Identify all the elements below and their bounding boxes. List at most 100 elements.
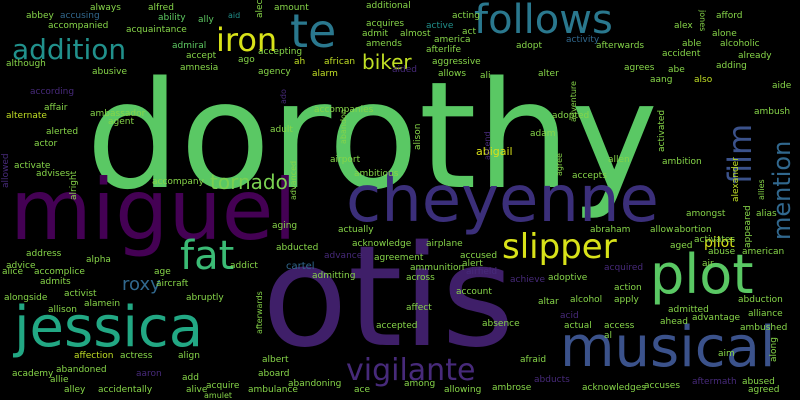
word-allowed: allowed <box>1 153 11 188</box>
word-ah: ah <box>294 57 306 67</box>
word-amnesia: amnesia <box>180 63 219 73</box>
word-acquired: acquired <box>604 263 644 273</box>
word-afterlife: afterlife <box>426 45 461 55</box>
word-afterwards: afterwards <box>596 41 645 51</box>
word-affection: affection <box>74 351 114 361</box>
word-plot: plot <box>650 243 754 306</box>
word-air: air <box>702 259 714 269</box>
word-accepted: accepted <box>376 321 418 331</box>
word-age: age <box>154 267 171 277</box>
word-abusive: abusive <box>92 67 127 77</box>
word-actual: actual <box>564 321 592 331</box>
word-aang: aang <box>650 75 673 85</box>
word-alright: alright <box>69 170 79 200</box>
word-american: american <box>742 247 785 257</box>
word-accusing: accusing <box>60 11 100 21</box>
word-roxy: roxy <box>122 274 161 295</box>
word-activated: activated <box>657 109 667 152</box>
word-jones: jones <box>698 10 707 32</box>
word-alamein: alamein <box>84 299 121 309</box>
word-aggressive: aggressive <box>432 57 481 67</box>
word-advises: advises <box>36 169 70 179</box>
word-address: address <box>26 249 62 259</box>
word-ado: ado <box>279 89 288 104</box>
word-act: act <box>462 27 476 37</box>
word-ascend: ascend <box>483 131 492 160</box>
word-alfred: alfred <box>148 3 174 13</box>
word-accepting: accepting <box>258 47 303 57</box>
word-acid: acid <box>560 311 579 321</box>
word-ambush: ambush <box>754 107 791 117</box>
word-alongside: alongside <box>4 293 48 303</box>
word-apply: apply <box>614 295 639 305</box>
word-agree: agree <box>555 153 564 176</box>
word-abruptly: abruptly <box>186 293 224 303</box>
word-ambushed: ambushed <box>740 323 788 333</box>
word-allen: allen <box>608 155 630 165</box>
word-affair: affair <box>44 103 68 113</box>
word-among: among <box>404 379 436 389</box>
word-america: america <box>434 35 471 45</box>
word-aided: aided <box>392 65 417 75</box>
word-add: add <box>182 373 199 383</box>
word-agrees: agrees <box>624 63 655 73</box>
word-altar: altar <box>538 297 559 307</box>
word-accompanies: accompanies <box>314 105 374 115</box>
word-abducts: abducts <box>534 375 570 385</box>
word-admit: admit <box>362 29 389 39</box>
word-accused: accused <box>460 251 498 261</box>
word-also: also <box>694 75 713 85</box>
word-allows: allows <box>438 69 467 79</box>
word-align: align <box>178 351 200 361</box>
word-activist: activist <box>64 289 97 299</box>
word-ambassador: ambassador <box>90 109 146 119</box>
word-achieve: achieve <box>510 275 546 285</box>
word-along: along <box>769 337 779 362</box>
word-accept: accept <box>186 51 217 61</box>
word-ahead: ahead <box>660 317 688 327</box>
word-airplane: airplane <box>426 239 463 249</box>
word-additional: additional <box>366 1 411 11</box>
word-actually: actually <box>338 225 374 235</box>
word-aide: aide <box>772 81 792 91</box>
word-ammunition: ammunition <box>410 263 465 273</box>
word-ambrose: ambrose <box>492 383 532 393</box>
word-advice: advice <box>6 261 36 271</box>
word-abigail: abigail <box>476 145 513 158</box>
word-alarm: alarm <box>312 69 338 79</box>
word-advantage: advantage <box>692 313 741 323</box>
word-aircraft: aircraft <box>156 279 189 289</box>
word-alter: alter <box>538 69 559 79</box>
word-ambitious: ambitious <box>354 169 399 179</box>
word-accomplice: accomplice <box>34 267 85 277</box>
word-ability: ability <box>158 13 186 23</box>
word-acquire: acquire <box>206 381 240 391</box>
word-abraham: abraham <box>590 225 631 235</box>
word-always: always <box>90 3 121 13</box>
word-admits: admits <box>40 277 71 287</box>
word-admitted: admitted <box>668 305 709 315</box>
word-alex: alex <box>674 21 693 31</box>
word-afraid: afraid <box>520 355 547 365</box>
word-admitting: admitting <box>312 271 356 281</box>
word-alias: alias <box>756 209 777 219</box>
word-adopted: adopted <box>552 111 590 121</box>
word-account: account <box>456 287 492 297</box>
word-abortion: abortion <box>674 225 712 235</box>
word-actress: actress <box>120 351 153 361</box>
word-appeared: appeared <box>743 205 753 248</box>
word-amulet: amulet <box>204 391 233 400</box>
word-access: access <box>604 321 635 331</box>
word-alliance: alliance <box>748 309 783 319</box>
word-alec: alec <box>255 0 265 18</box>
word-activates: activates <box>694 235 736 245</box>
word-advanced: advanced <box>289 160 298 200</box>
word-african: african <box>324 57 356 67</box>
word-alternate: alternate <box>6 111 47 121</box>
word-alley: alley <box>64 385 86 395</box>
word-alcoholic: alcoholic <box>720 39 760 49</box>
word-allie: allie <box>50 375 69 385</box>
word-ace: ace <box>354 385 371 395</box>
word-ago: ago <box>238 55 255 65</box>
word-adult: adult <box>270 125 293 135</box>
